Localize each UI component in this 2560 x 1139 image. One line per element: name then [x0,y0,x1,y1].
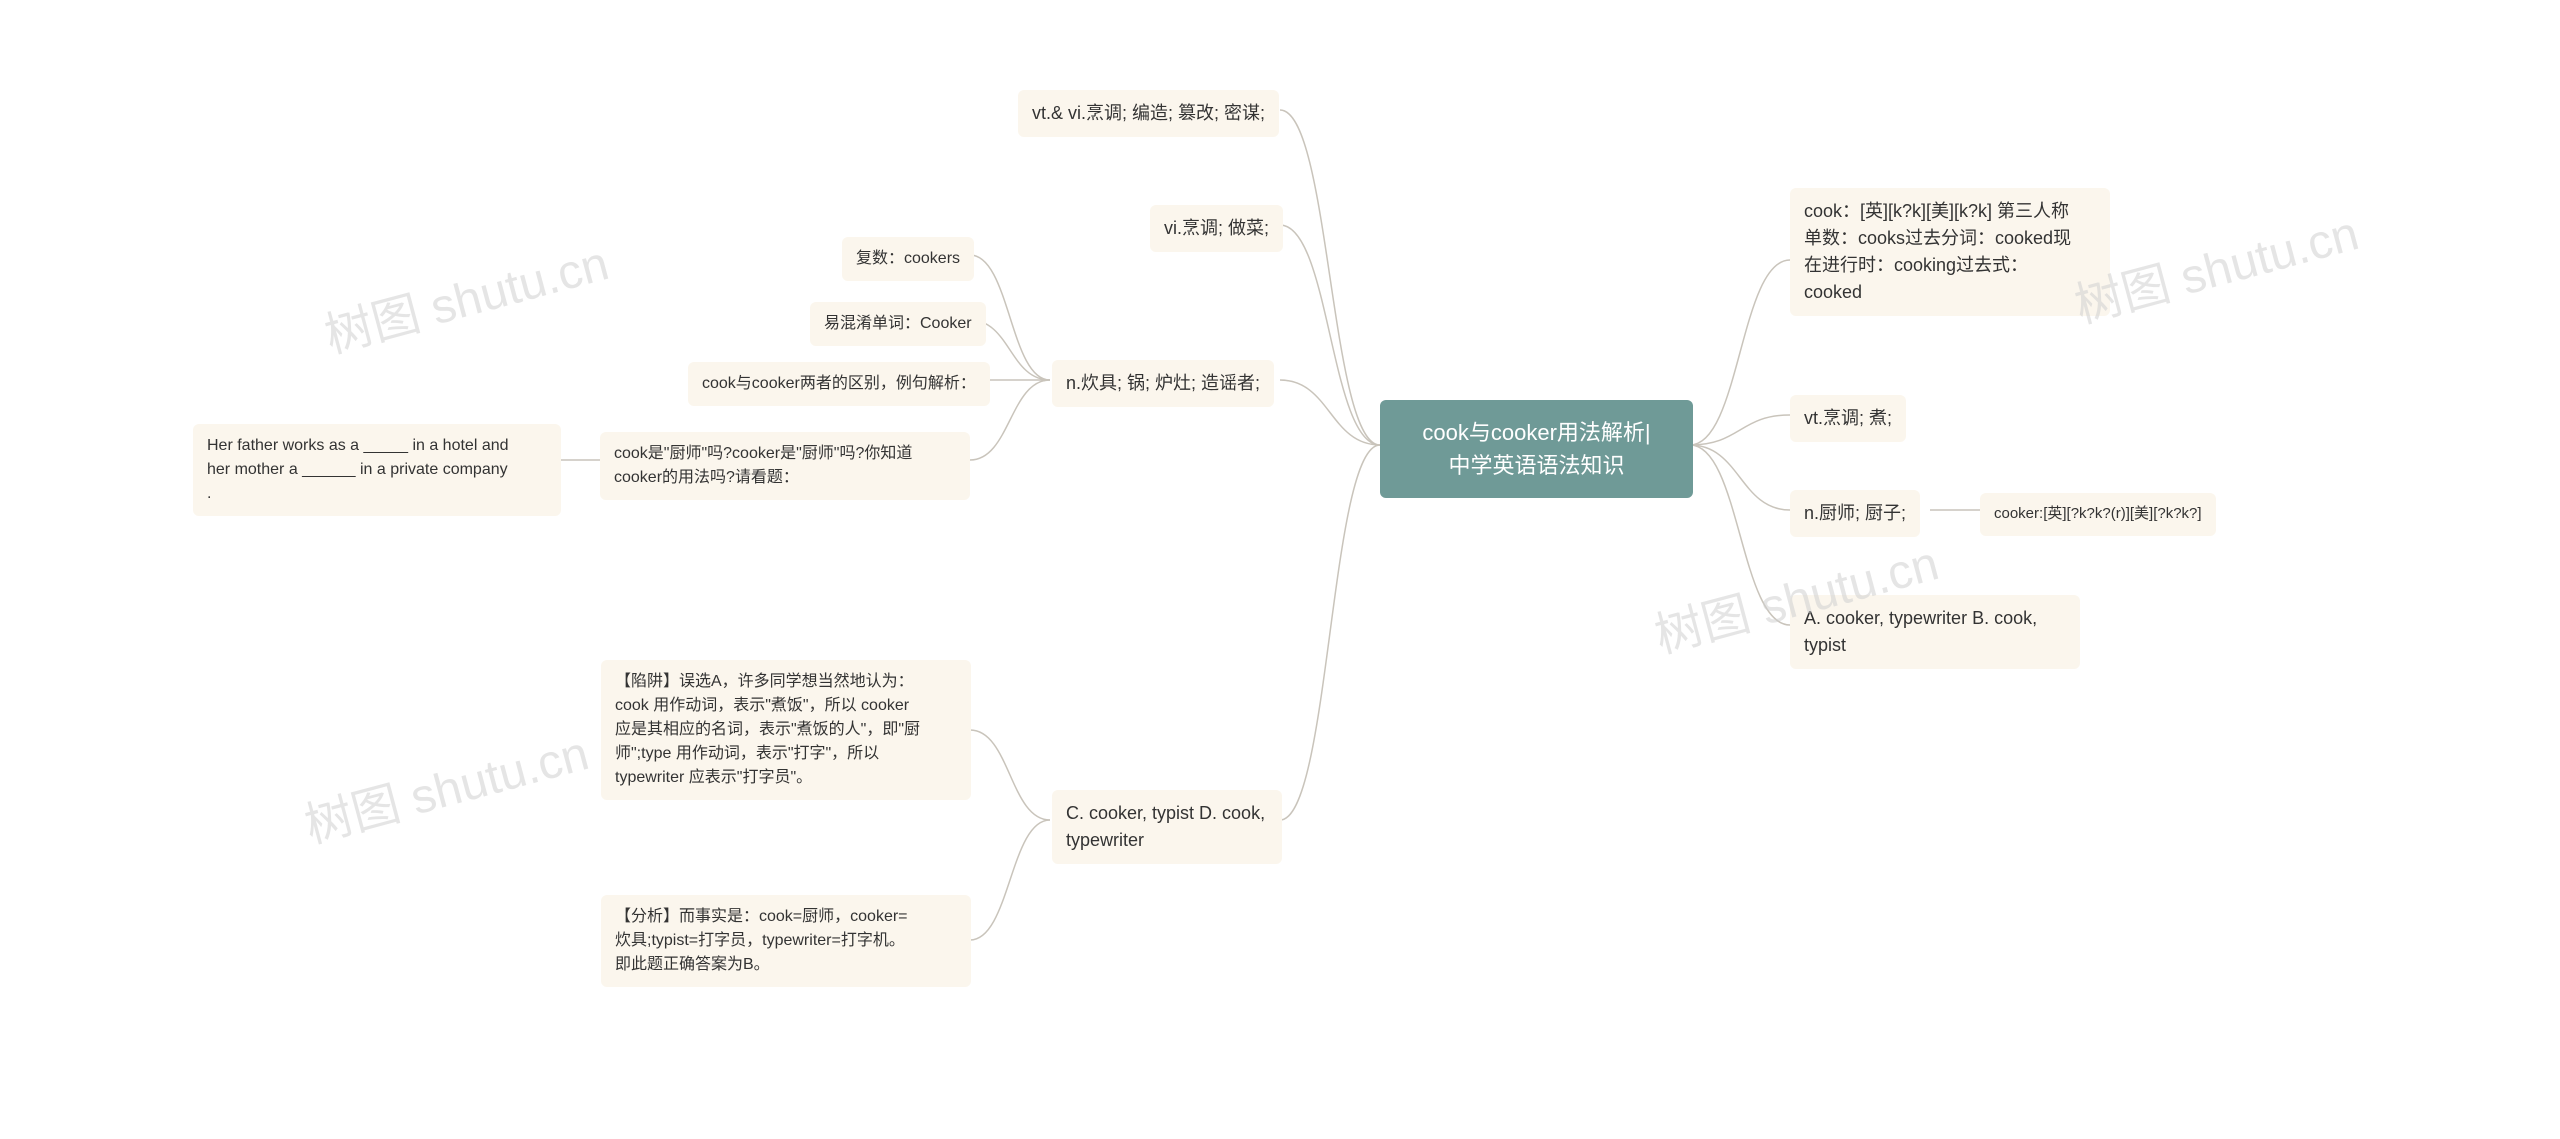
right-node-options-ab: A. cooker, typewriter B. cook, typist [1790,595,2080,669]
root-line1: cook与cooker用法解析| [1422,420,1650,445]
root-line2: 中学英语语法知识 [1448,453,1624,478]
left-l3-plural: 复数：cookers [842,237,974,281]
right-node-vt: vt.烹调; 煮; [1790,395,1906,442]
right-node-cooker-pron: cooker:[英][?k?k?(r)][美][?k?k?] [1980,493,2216,536]
left-node-vi: vi.烹调; 做菜; [1150,205,1283,252]
left-l3-question-sentence: Her father works as a _____ in a hotel a… [193,424,561,516]
left-l3-diff: cook与cooker两者的区别，例句解析： [688,362,990,406]
watermark: 树图 shutu.cn [296,714,595,857]
watermark: 树图 shutu.cn [2066,194,2365,337]
left-l3-confuse: 易混淆单词：Cooker [810,302,986,346]
left-l4-analysis: 【分析】而事实是：cook=厨师，cooker= 炊具;typist=打字员，t… [601,895,971,987]
left-node-options-cd: C. cooker, typist D. cook, typewriter [1052,790,1282,864]
root-node: cook与cooker用法解析| 中学英语语法知识 [1380,400,1693,498]
connector-lines [0,0,2560,1139]
watermark: 树图 shutu.cn [316,224,615,367]
left-node-vtvi: vt.& vi.烹调; 编造; 篡改; 密谋; [1018,90,1279,137]
left-node-noun-cooker: n.炊具; 锅; 炉灶; 造谣者; [1052,360,1274,407]
left-l3-question: cook是"厨师"吗?cooker是"厨师"吗?你知道 cooker的用法吗?请… [600,432,970,500]
right-node-cook-forms: cook：[英][k?k][美][k?k] 第三人称 单数：cooks过去分词：… [1790,188,2110,316]
left-l4-trap: 【陷阱】误选A，许多同学想当然地认为： cook 用作动词，表示"煮饭"，所以 … [601,660,971,800]
right-node-noun: n.厨师; 厨子; [1790,490,1920,537]
